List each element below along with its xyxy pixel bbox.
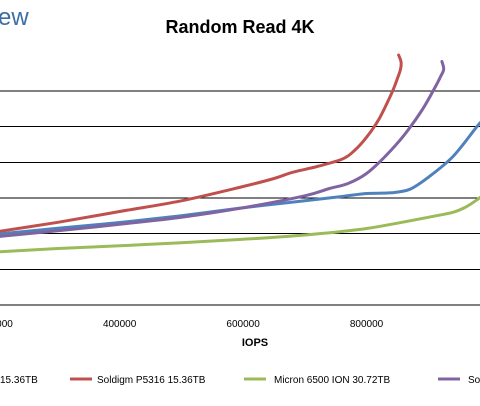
series-line-2: [0, 195, 480, 254]
logo-watermark: ew: [0, 4, 29, 31]
gridlines: [0, 90, 480, 306]
x-tick-label: 400000: [103, 319, 137, 330]
x-tick-label: 200000: [0, 319, 13, 330]
legend-label: Micron 6500 ION 30.72TB: [274, 375, 390, 386]
legend-label: Soldigm P5316 15.36TB: [97, 375, 206, 386]
series-lines: [0, 53, 480, 254]
x-tick-label: 800000: [350, 319, 384, 330]
x-axis-label: IOPS: [242, 337, 268, 349]
series-line-0: [0, 120, 480, 236]
legend-label: So: [468, 375, 480, 386]
legend-label: 15.36TB: [0, 375, 38, 386]
x-tick-label: 600000: [226, 319, 260, 330]
chart-title: Random Read 4K: [165, 17, 314, 37]
legend: 15.36TB Soldigm P5316 15.36TB Micron 6500 …: [0, 375, 480, 386]
series-line-3: [0, 60, 446, 238]
x-axis-ticks: 200000 400000 600000 800000: [0, 319, 384, 330]
series-line-1: [0, 53, 403, 233]
